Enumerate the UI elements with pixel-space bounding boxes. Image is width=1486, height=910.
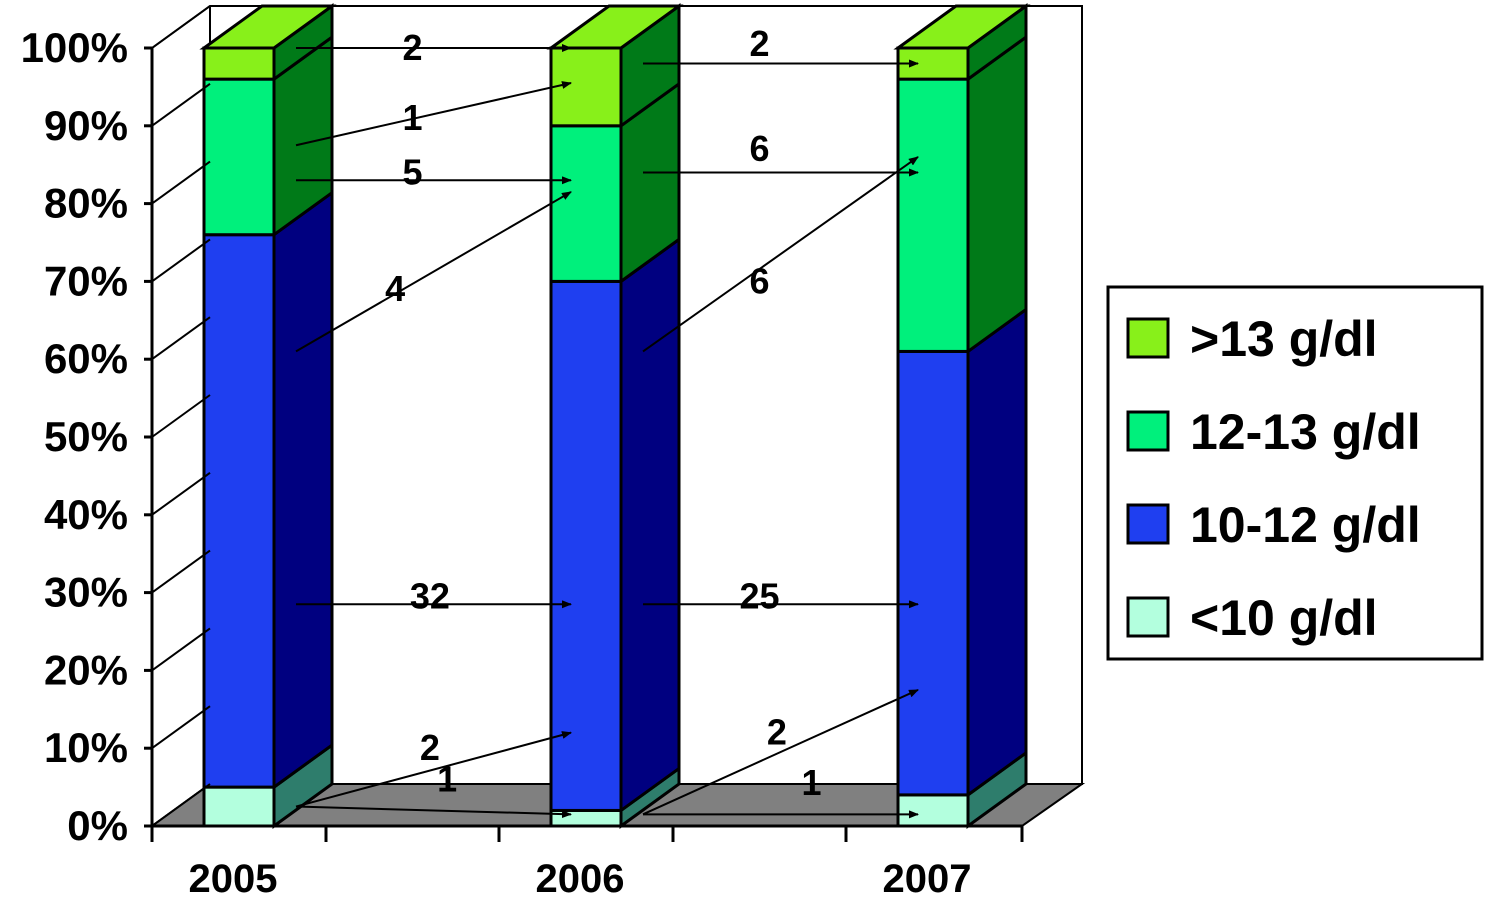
- transition-count-label: 1: [402, 97, 422, 138]
- legend-label: 12-13 g/dl: [1190, 404, 1421, 460]
- bar-top-face: [199, 4, 337, 50]
- transition-count-label: 2: [749, 23, 769, 64]
- y-tick-label: 20%: [44, 646, 128, 693]
- transition-arrow: [295, 191, 572, 353]
- y-tick-label: 0%: [67, 802, 128, 849]
- legend-swatch: [1126, 317, 1170, 359]
- y-tick-depth: [151, 394, 211, 438]
- bar-segment: [549, 279, 623, 812]
- legend-box: [1106, 285, 1484, 661]
- transition-count-label: 32: [410, 575, 450, 616]
- bar-segment: [549, 124, 623, 283]
- transition-count-label: 6: [749, 260, 769, 301]
- y-tick-label: 60%: [44, 335, 128, 382]
- x-tick-label: 2007: [883, 857, 972, 901]
- transition-count-label: 2: [402, 27, 422, 68]
- transition-count-label: 5: [402, 151, 422, 192]
- y-axis: 0% 10% 20% 30% 40% 50% 60% 70% 80% 90% 100% 2005 200…: [21, 5, 1024, 901]
- y-tick-label: 10%: [44, 724, 128, 771]
- legend-label: <10 g/dl: [1190, 590, 1378, 646]
- bar-stack-2007: [893, 3, 1031, 829]
- bar-segment: [896, 77, 970, 353]
- legend: >13 g/dl 12-13 g/dl 10-12 g/dl <10 g/dl: [1106, 285, 1484, 661]
- y-tick-label: 80%: [44, 180, 128, 227]
- y-tick-label: 40%: [44, 491, 128, 538]
- bar-segment: [202, 46, 276, 81]
- y-tick-depth: [151, 549, 211, 594]
- bar-segment: [202, 233, 276, 789]
- bar-segment: [549, 46, 623, 128]
- transition-count-label: 2: [420, 727, 440, 768]
- bar-top-face: [893, 4, 1031, 50]
- y-tick-label: 30%: [44, 569, 128, 616]
- bar-top-face: [546, 4, 684, 50]
- bar-stack-2006: [546, 3, 684, 829]
- bar-segment-side: [966, 306, 1028, 798]
- y-tick-depth: [151, 82, 211, 127]
- bar-segment-side: [619, 236, 681, 814]
- y-tick-depth: [151, 316, 211, 361]
- legend-swatch: [1126, 503, 1170, 545]
- y-tick-depth: [151, 783, 211, 827]
- bar-segment: [896, 793, 970, 828]
- bar-stacks: [199, 3, 1031, 829]
- x-tick-label: 2005: [189, 857, 278, 901]
- y-tick-label: 70%: [44, 257, 128, 304]
- y-tick-depth: [151, 160, 211, 205]
- transition-arrow: [295, 81, 572, 147]
- y-tick-label: 90%: [44, 102, 128, 149]
- transition-count-label: 2: [767, 712, 787, 753]
- y-tick-depth: [151, 471, 211, 516]
- legend-swatch: [1126, 410, 1170, 452]
- y-tick-depth: [151, 238, 211, 283]
- transition-count-label: 1: [437, 758, 457, 799]
- bar-segment-side: [966, 34, 1028, 355]
- bar-stack-2005: [199, 3, 337, 829]
- y-tick-label: 50%: [44, 413, 128, 460]
- transition-arrow: [295, 731, 572, 808]
- transition-arrow: [642, 688, 919, 816]
- bar-segment: [202, 77, 276, 237]
- y-tick-label: 100%: [21, 24, 128, 71]
- y-tick-depth: [151, 705, 211, 750]
- y-tick-depth: [151, 5, 211, 49]
- bar-segment-side: [272, 189, 334, 791]
- legend-label: 10-12 g/dl: [1190, 497, 1421, 553]
- y-tick-depth: [151, 627, 211, 672]
- transition-count-label: 1: [802, 762, 822, 803]
- transition-arrow: [642, 156, 919, 353]
- legend-label: >13 g/dl: [1190, 311, 1378, 367]
- transition-count-label: 4: [385, 268, 405, 309]
- legend-swatch: [1126, 596, 1170, 638]
- bar-segment: [202, 785, 276, 828]
- transition-count-label: 6: [749, 128, 769, 169]
- x-tick-label: 2006: [536, 857, 625, 901]
- transition-count-label: 25: [739, 575, 779, 616]
- transition-arrow: [295, 805, 572, 819]
- bar-segment: [549, 808, 623, 828]
- bar-segment: [896, 349, 970, 797]
